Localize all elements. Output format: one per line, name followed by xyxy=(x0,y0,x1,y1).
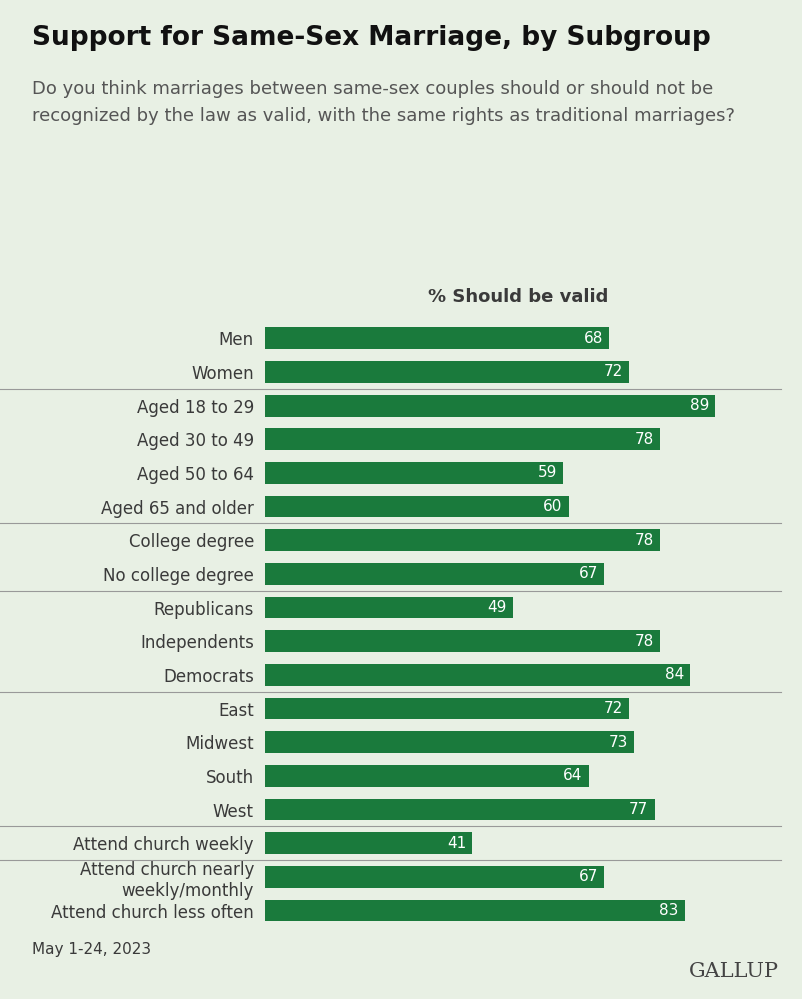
Text: 77: 77 xyxy=(629,802,648,817)
Text: 41: 41 xyxy=(447,836,466,851)
Text: 59: 59 xyxy=(537,466,557,481)
Text: 78: 78 xyxy=(634,532,653,547)
Text: 78: 78 xyxy=(634,633,653,648)
Text: GALLUP: GALLUP xyxy=(688,962,778,981)
Bar xyxy=(265,529,658,551)
Text: 67: 67 xyxy=(577,566,597,581)
Bar xyxy=(265,361,629,383)
Text: 84: 84 xyxy=(664,667,683,682)
Text: Support for Same-Sex Marriage, by Subgroup: Support for Same-Sex Marriage, by Subgro… xyxy=(32,25,710,51)
Bar xyxy=(265,899,684,921)
Text: 89: 89 xyxy=(689,398,708,413)
Bar xyxy=(265,731,634,753)
Text: 73: 73 xyxy=(608,734,627,749)
Text: 64: 64 xyxy=(563,768,582,783)
Bar xyxy=(265,429,658,451)
Bar xyxy=(265,866,603,888)
Bar xyxy=(265,328,608,350)
Bar xyxy=(265,630,658,652)
Text: 72: 72 xyxy=(603,365,622,380)
Bar xyxy=(265,395,715,417)
Bar xyxy=(265,697,629,719)
Text: Do you think marriages between same-sex couples should or should not be: Do you think marriages between same-sex … xyxy=(32,80,712,98)
Text: 67: 67 xyxy=(577,869,597,884)
Bar xyxy=(265,664,689,685)
Text: 72: 72 xyxy=(603,701,622,716)
Bar xyxy=(265,462,563,484)
Bar xyxy=(265,596,512,618)
Bar xyxy=(265,563,603,584)
Text: 49: 49 xyxy=(487,600,506,615)
Text: % Should be valid: % Should be valid xyxy=(427,289,607,307)
Text: recognized by the law as valid, with the same rights as traditional marriages?: recognized by the law as valid, with the… xyxy=(32,107,734,125)
Bar xyxy=(265,496,568,517)
Text: 83: 83 xyxy=(658,903,678,918)
Text: May 1-24, 2023: May 1-24, 2023 xyxy=(32,942,151,957)
Text: 68: 68 xyxy=(583,331,602,346)
Text: 78: 78 xyxy=(634,432,653,447)
Bar xyxy=(265,765,588,787)
Bar xyxy=(265,832,472,854)
Text: 60: 60 xyxy=(542,500,561,514)
Bar xyxy=(265,798,654,820)
